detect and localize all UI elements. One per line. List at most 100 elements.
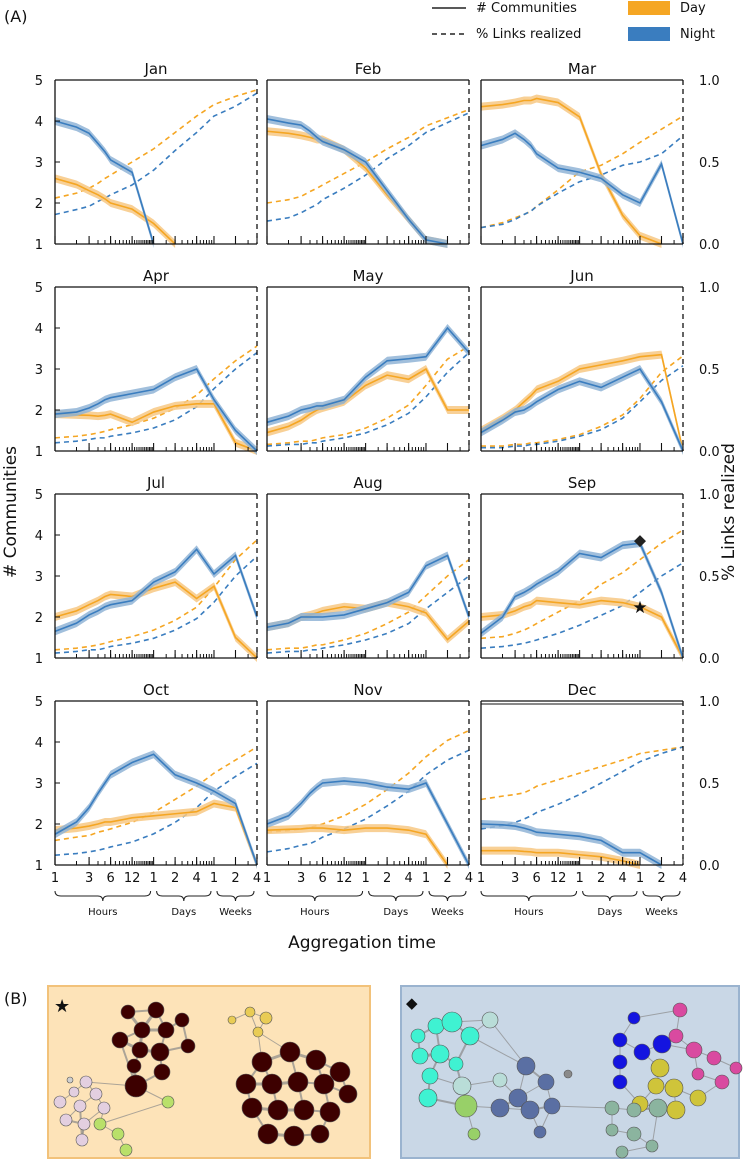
network-node (180, 1038, 196, 1054)
day-communities-line (481, 849, 641, 866)
group-brace (266, 890, 364, 902)
network-node (490, 1098, 510, 1118)
group-brace (216, 890, 255, 902)
network-node (729, 1061, 743, 1075)
x-tick-label: 2 (231, 871, 239, 886)
night-communities-band (481, 820, 662, 869)
x-tick-label: 1 (636, 871, 644, 886)
network-node (174, 1012, 190, 1028)
network-day-panel: ★ (47, 985, 371, 1159)
group-brace (428, 890, 467, 902)
network-node (131, 1041, 149, 1059)
group-label: Hours (514, 907, 543, 918)
legend-day-swatch (628, 1, 670, 15)
day-links-line (266, 729, 470, 833)
network-node (153, 1063, 171, 1081)
y-right-tick-label: 1.0 (699, 695, 720, 710)
x-tick-label: 1 (51, 871, 59, 886)
night-communities-line (480, 367, 684, 452)
day-links-line (54, 345, 258, 439)
x-axis-label: Aggregation time (288, 933, 436, 953)
network-day-graph (53, 1001, 358, 1157)
x-tick-label: 4 (404, 871, 412, 886)
x-tick-label: 4 (679, 871, 687, 886)
x-tick-label: 2 (657, 871, 665, 886)
day-communities-line (54, 403, 258, 452)
subplot-jun: Jun 0.0 0.5 1.0 (480, 267, 720, 460)
day-communities-band (267, 365, 469, 437)
y-tick-label: 5 (35, 281, 43, 296)
y-tick-label: 4 (35, 529, 43, 544)
x-tick-label: 3 (297, 871, 305, 886)
network-node (650, 1058, 670, 1078)
network-node (666, 1100, 686, 1120)
network-node (77, 1117, 91, 1131)
day-communities-line (480, 97, 662, 245)
group-brace (480, 890, 578, 902)
network-node (714, 1074, 730, 1090)
y-right-tick-label: 0.0 (699, 445, 720, 460)
network-node (508, 1088, 528, 1108)
x-tick-label: 1 (210, 871, 218, 886)
day-communities-band (55, 578, 257, 662)
day-communities-band (267, 824, 448, 869)
y-tick-label: 2 (35, 611, 43, 626)
network-node (691, 1067, 705, 1081)
y-tick-label: 2 (35, 818, 43, 833)
network-node (448, 1056, 464, 1072)
network-node (53, 1095, 67, 1109)
x-tick-label: 1 (361, 871, 369, 886)
y-tick-label: 4 (35, 322, 43, 337)
night-links-line (480, 135, 684, 229)
subplot-mar: Mar 0.0 0.5 1.0 (480, 60, 720, 253)
group-label: Hours (300, 907, 329, 918)
day-links-line (54, 89, 258, 199)
y-tick-label: 4 (35, 115, 43, 130)
y-right-tick-label: 1.0 (699, 74, 720, 89)
network-node (452, 1076, 472, 1096)
subplot-title: Aug (353, 474, 382, 492)
x-tick-label: 12 (336, 871, 353, 886)
night-communities-line (480, 132, 684, 245)
group-label: Hours (88, 907, 117, 918)
subplot-aug: Aug (266, 474, 470, 659)
subplot-title: Jan (143, 60, 167, 78)
network-node (467, 1127, 481, 1141)
network-node (441, 1011, 463, 1033)
subplot-title: Jun (569, 267, 593, 285)
network-node (338, 1084, 358, 1104)
network-node (421, 1067, 439, 1085)
network-node (627, 1011, 641, 1025)
network-node (481, 1011, 499, 1029)
network-node (563, 1069, 573, 1079)
x-tick-label: 4 (465, 871, 473, 886)
subplot-title: May (352, 267, 383, 285)
network-node (612, 1074, 628, 1090)
y-tick-label: 1 (35, 238, 43, 253)
night-links-line (266, 749, 470, 853)
network-node (111, 1127, 125, 1141)
legend-communities: # Communities (476, 1, 577, 16)
network-node (648, 1098, 668, 1118)
x-tick-label: 2 (383, 871, 391, 886)
network-node (293, 1099, 315, 1121)
night-links-line (266, 112, 470, 222)
x-tick-label: 6 (318, 871, 326, 886)
subplot-title: Dec (567, 681, 596, 699)
group-label: Days (597, 907, 622, 918)
subplot-title: Feb (355, 60, 382, 78)
x-tick-label: 2 (443, 871, 451, 886)
network-edge (633, 1009, 681, 1019)
group-label: Days (171, 907, 196, 918)
network-edge (489, 1019, 527, 1067)
network-node (235, 1073, 257, 1095)
day-communities-line (480, 599, 684, 659)
night-links-line (266, 575, 470, 654)
network-node (97, 1101, 111, 1115)
group-brace (582, 890, 638, 902)
network-node (257, 1123, 279, 1145)
x-tick-label: 4 (618, 871, 626, 886)
